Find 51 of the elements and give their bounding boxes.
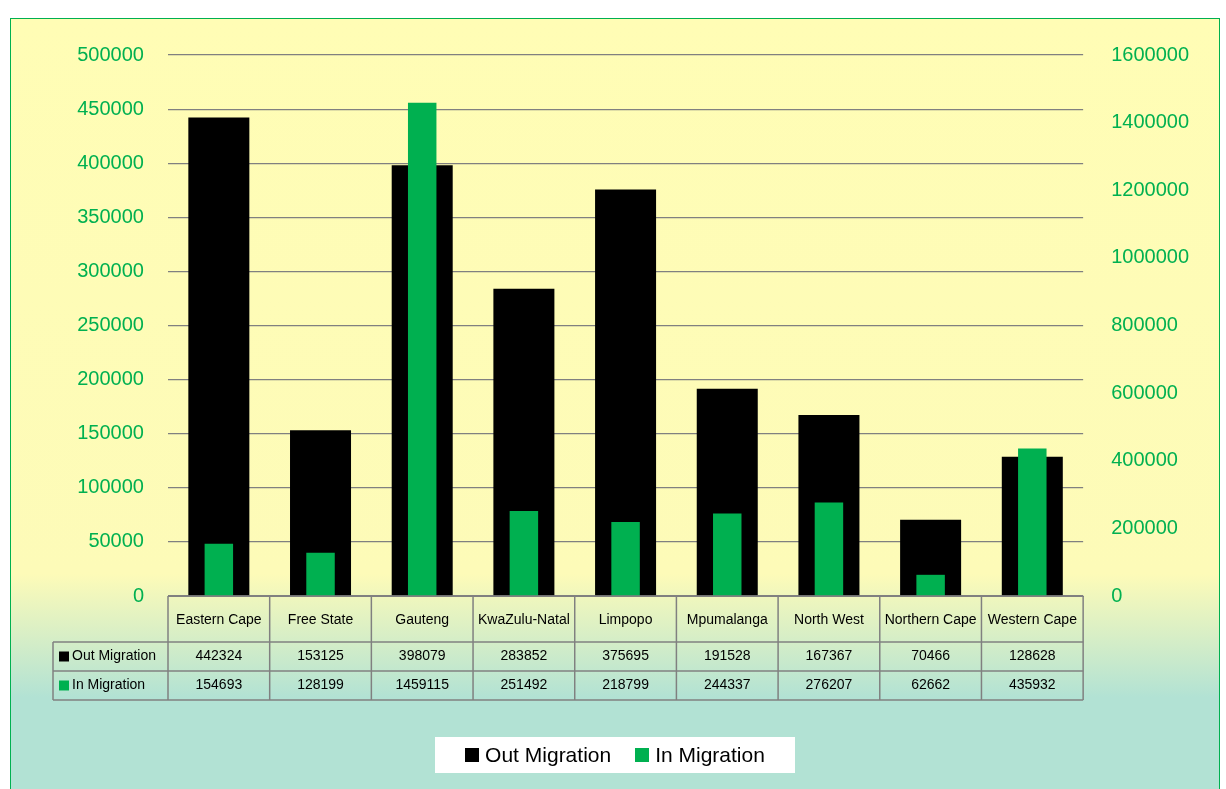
data-label: 218799 xyxy=(602,676,650,693)
data-label: 128199 xyxy=(297,676,345,693)
y2-tick-label: 600000 xyxy=(1111,380,1178,403)
y2-tick-label: 1400000 xyxy=(1111,110,1190,133)
y2-tick-label: 1600000 xyxy=(1111,42,1190,65)
y2-tick-label: 400000 xyxy=(1111,448,1178,471)
y2-tick-label: 1000000 xyxy=(1111,245,1190,268)
y-tick-label: 0 xyxy=(132,583,144,606)
y-tick-label: 150000 xyxy=(77,421,144,444)
data-label: 375695 xyxy=(602,647,650,664)
data-label: 1459115 xyxy=(395,676,450,693)
legend-label: Out Migration xyxy=(72,647,157,664)
data-label: 154693 xyxy=(195,676,243,693)
y-tick-label: 50000 xyxy=(88,529,144,552)
y2-tick-label: 200000 xyxy=(1111,515,1178,538)
y-tick-label: 450000 xyxy=(77,96,144,119)
data-label: 442324 xyxy=(195,647,243,664)
legend-label: In Migration xyxy=(72,676,146,693)
x-tick-label: Gauteng xyxy=(395,611,450,628)
y-tick-label: 350000 xyxy=(77,204,144,227)
data-label: 153125 xyxy=(297,647,345,664)
data-label: 283852 xyxy=(500,647,548,664)
data-label: 191528 xyxy=(703,647,751,664)
x-tick-label: Limpopo xyxy=(598,611,653,628)
data-label: 251492 xyxy=(500,676,548,693)
data-label: 276207 xyxy=(805,676,853,693)
x-tick-label: Free State xyxy=(287,611,354,628)
x-tick-label: Mpumalanga xyxy=(686,611,768,628)
x-tick-label: Western Cape xyxy=(987,611,1078,628)
x-tick-label: Northern Cape xyxy=(884,611,977,628)
y-tick-label: 100000 xyxy=(77,475,144,498)
y-tick-label: 200000 xyxy=(77,367,144,390)
y2-tick-label: 1200000 xyxy=(1111,177,1190,200)
data-label: 128628 xyxy=(1008,647,1056,664)
x-tick-label: KwaZulu-Natal xyxy=(477,611,570,628)
y-tick-label: 250000 xyxy=(77,313,144,336)
y-tick-label: 300000 xyxy=(77,258,144,281)
y2-tick-label: 800000 xyxy=(1111,313,1178,336)
data-label: 70466 xyxy=(911,647,951,664)
data-label: 398079 xyxy=(398,647,446,664)
data-label: 167367 xyxy=(805,647,853,664)
x-tick-label: North West xyxy=(794,611,864,628)
y-tick-label: 400000 xyxy=(77,150,144,173)
x-tick-label: Eastern Cape xyxy=(176,611,262,628)
data-label: 244337 xyxy=(703,676,751,693)
text: Out Migration xyxy=(485,743,612,766)
data-label: 62662 xyxy=(911,676,951,693)
y-tick-label: 500000 xyxy=(77,42,144,65)
data-label: 435932 xyxy=(1008,676,1056,693)
y2-tick-label: 0 xyxy=(1111,583,1123,606)
text: In Migration xyxy=(655,743,765,766)
